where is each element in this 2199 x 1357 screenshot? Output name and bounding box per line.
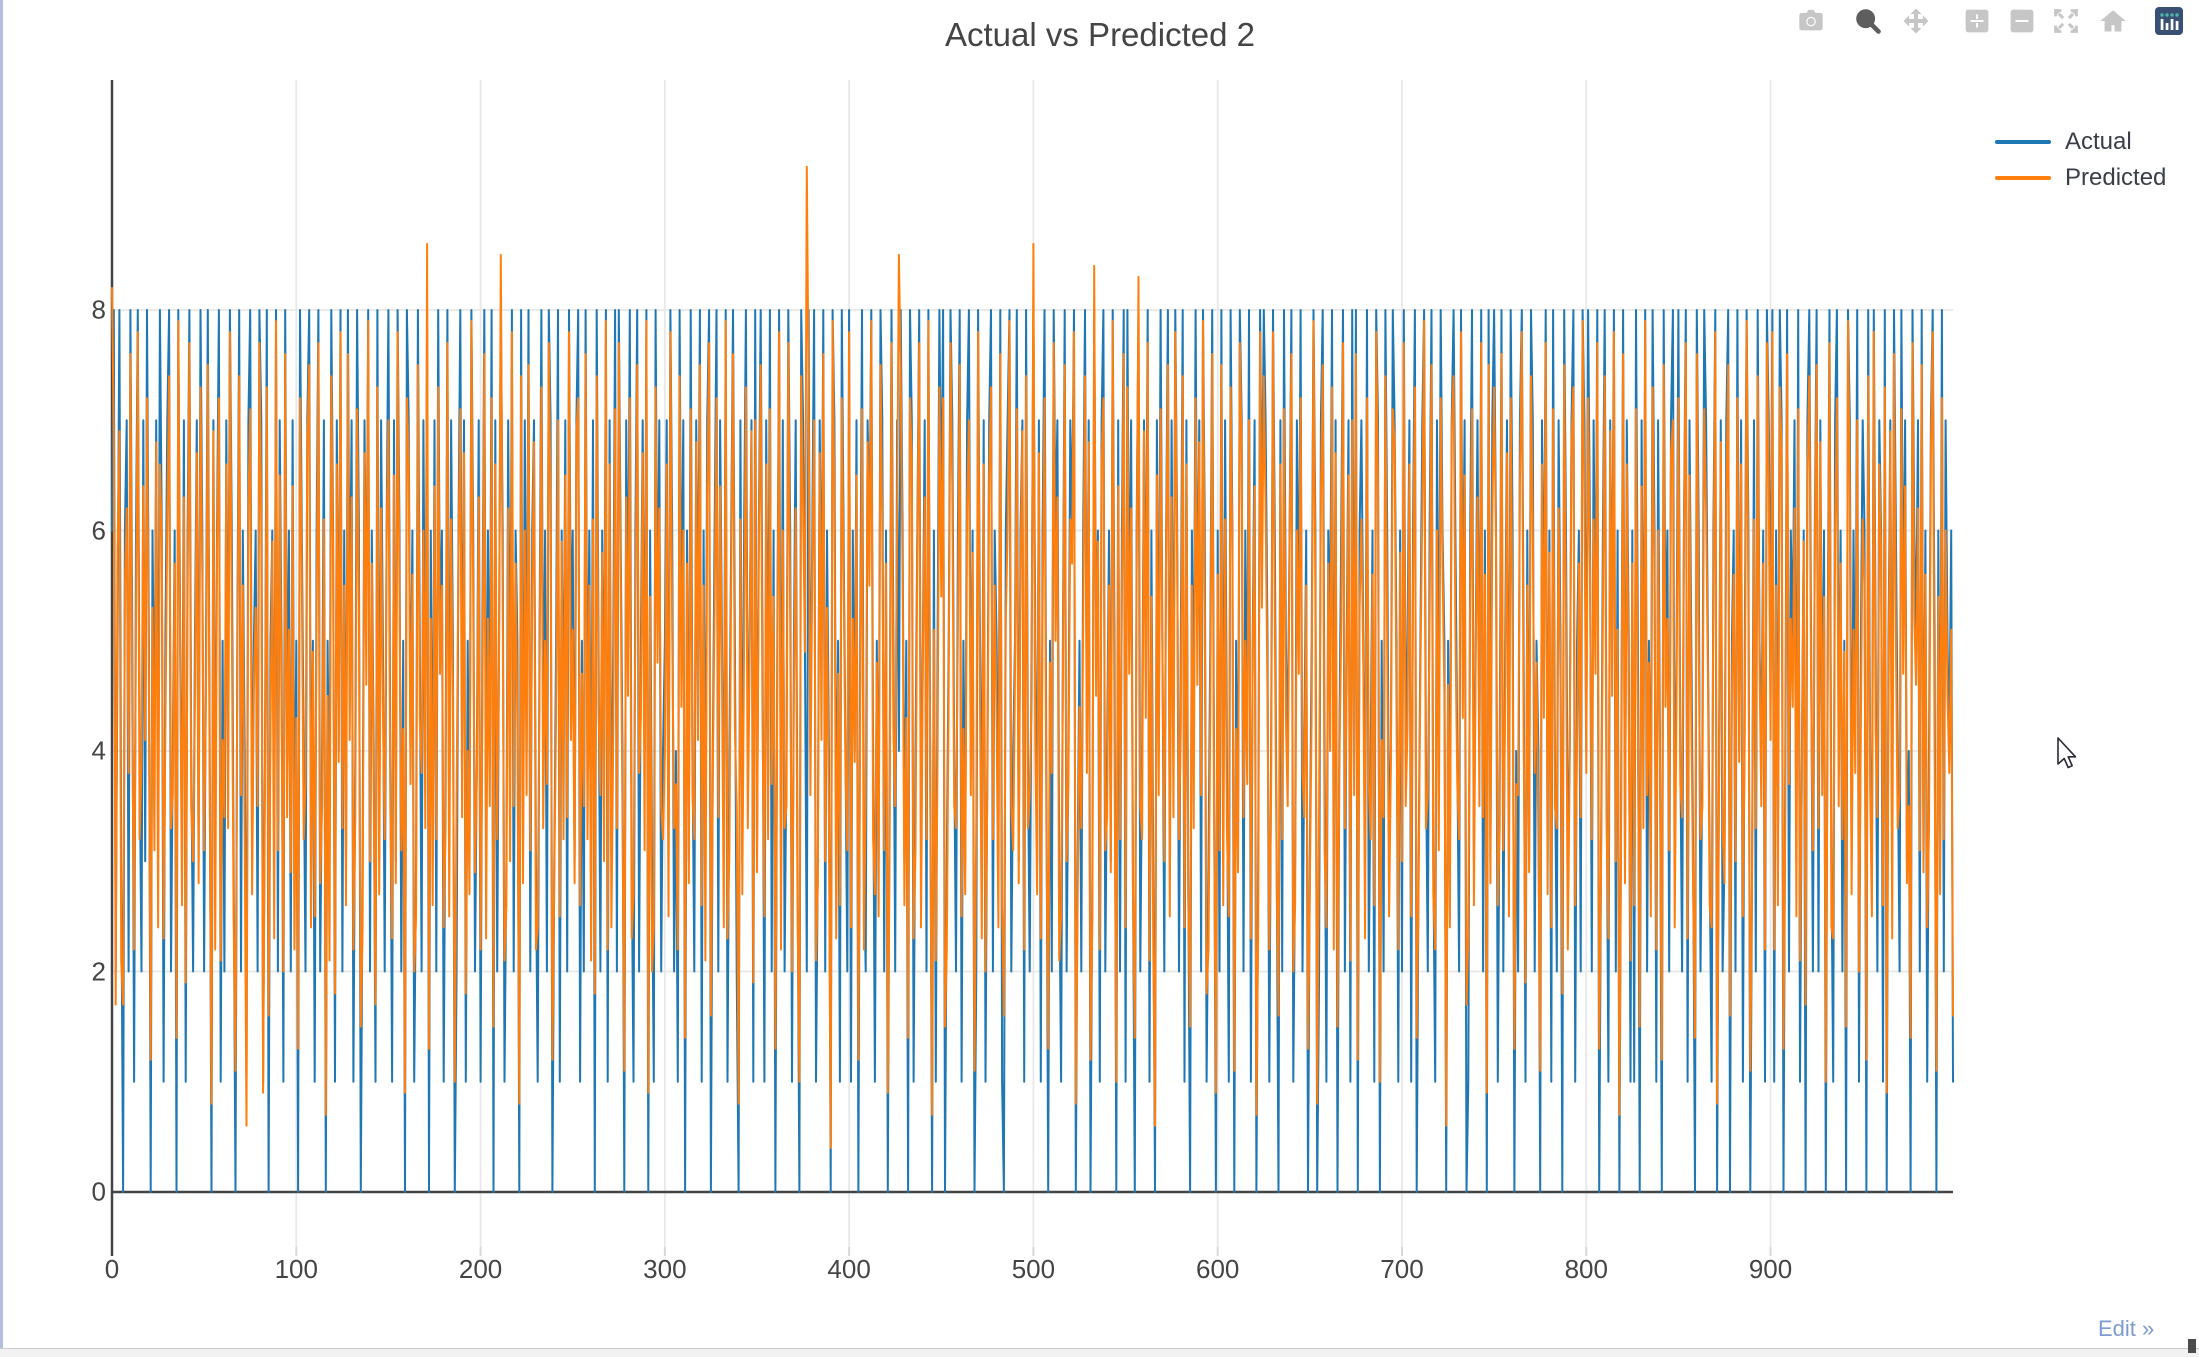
home-icon[interactable] — [2098, 6, 2128, 36]
edit-chart-link[interactable]: Edit » — [2098, 1316, 2155, 1341]
zoom-icon[interactable] — [1853, 6, 1883, 36]
page-left-border — [0, 0, 3, 1356]
x-tick-label: 200 — [458, 1254, 503, 1284]
legend-line-sample-actual — [1995, 139, 2051, 145]
x-tick-label: 100 — [274, 1254, 318, 1284]
zoom-out-icon[interactable] — [2007, 6, 2037, 36]
y-tick-label: 8 — [91, 294, 106, 325]
page-bottom-strip — [0, 1348, 2199, 1357]
y-tick-label: 6 — [91, 515, 106, 545]
chart-title: Actual vs Predicted 2 — [945, 16, 1255, 53]
x-tick-label: 400 — [827, 1254, 871, 1284]
legend-item-predicted[interactable]: Predicted — [1995, 160, 2166, 196]
x-tick-label: 600 — [1196, 1254, 1240, 1284]
x-tick-label: 300 — [643, 1254, 687, 1284]
plotly-logo-icon[interactable] — [2154, 6, 2184, 36]
x-tick-label: 0 — [104, 1254, 120, 1284]
legend-label-predicted: Predicted — [2065, 164, 2167, 191]
legend: Actual Predicted — [1995, 124, 2166, 196]
y-tick-label: 4 — [91, 735, 106, 766]
x-tick-label: 500 — [1011, 1254, 1056, 1284]
y-tick-label: 2 — [91, 956, 106, 986]
legend-item-actual[interactable]: Actual — [1995, 124, 2166, 160]
y-tick-label: 0 — [91, 1176, 106, 1207]
scrollbar-corner[interactable] — [2188, 1339, 2196, 1353]
x-tick-label: 700 — [1380, 1254, 1424, 1284]
camera-icon[interactable] — [1796, 6, 1826, 36]
zoom-in-icon[interactable] — [1962, 6, 1992, 36]
pan-icon[interactable] — [1901, 6, 1931, 36]
legend-label-actual: Actual — [2065, 128, 2132, 155]
x-tick-label: 800 — [1564, 1254, 1608, 1284]
autoscale-icon[interactable] — [2051, 6, 2081, 36]
legend-line-sample-predicted — [1995, 175, 2051, 181]
x-tick-label: 900 — [1748, 1254, 1793, 1284]
